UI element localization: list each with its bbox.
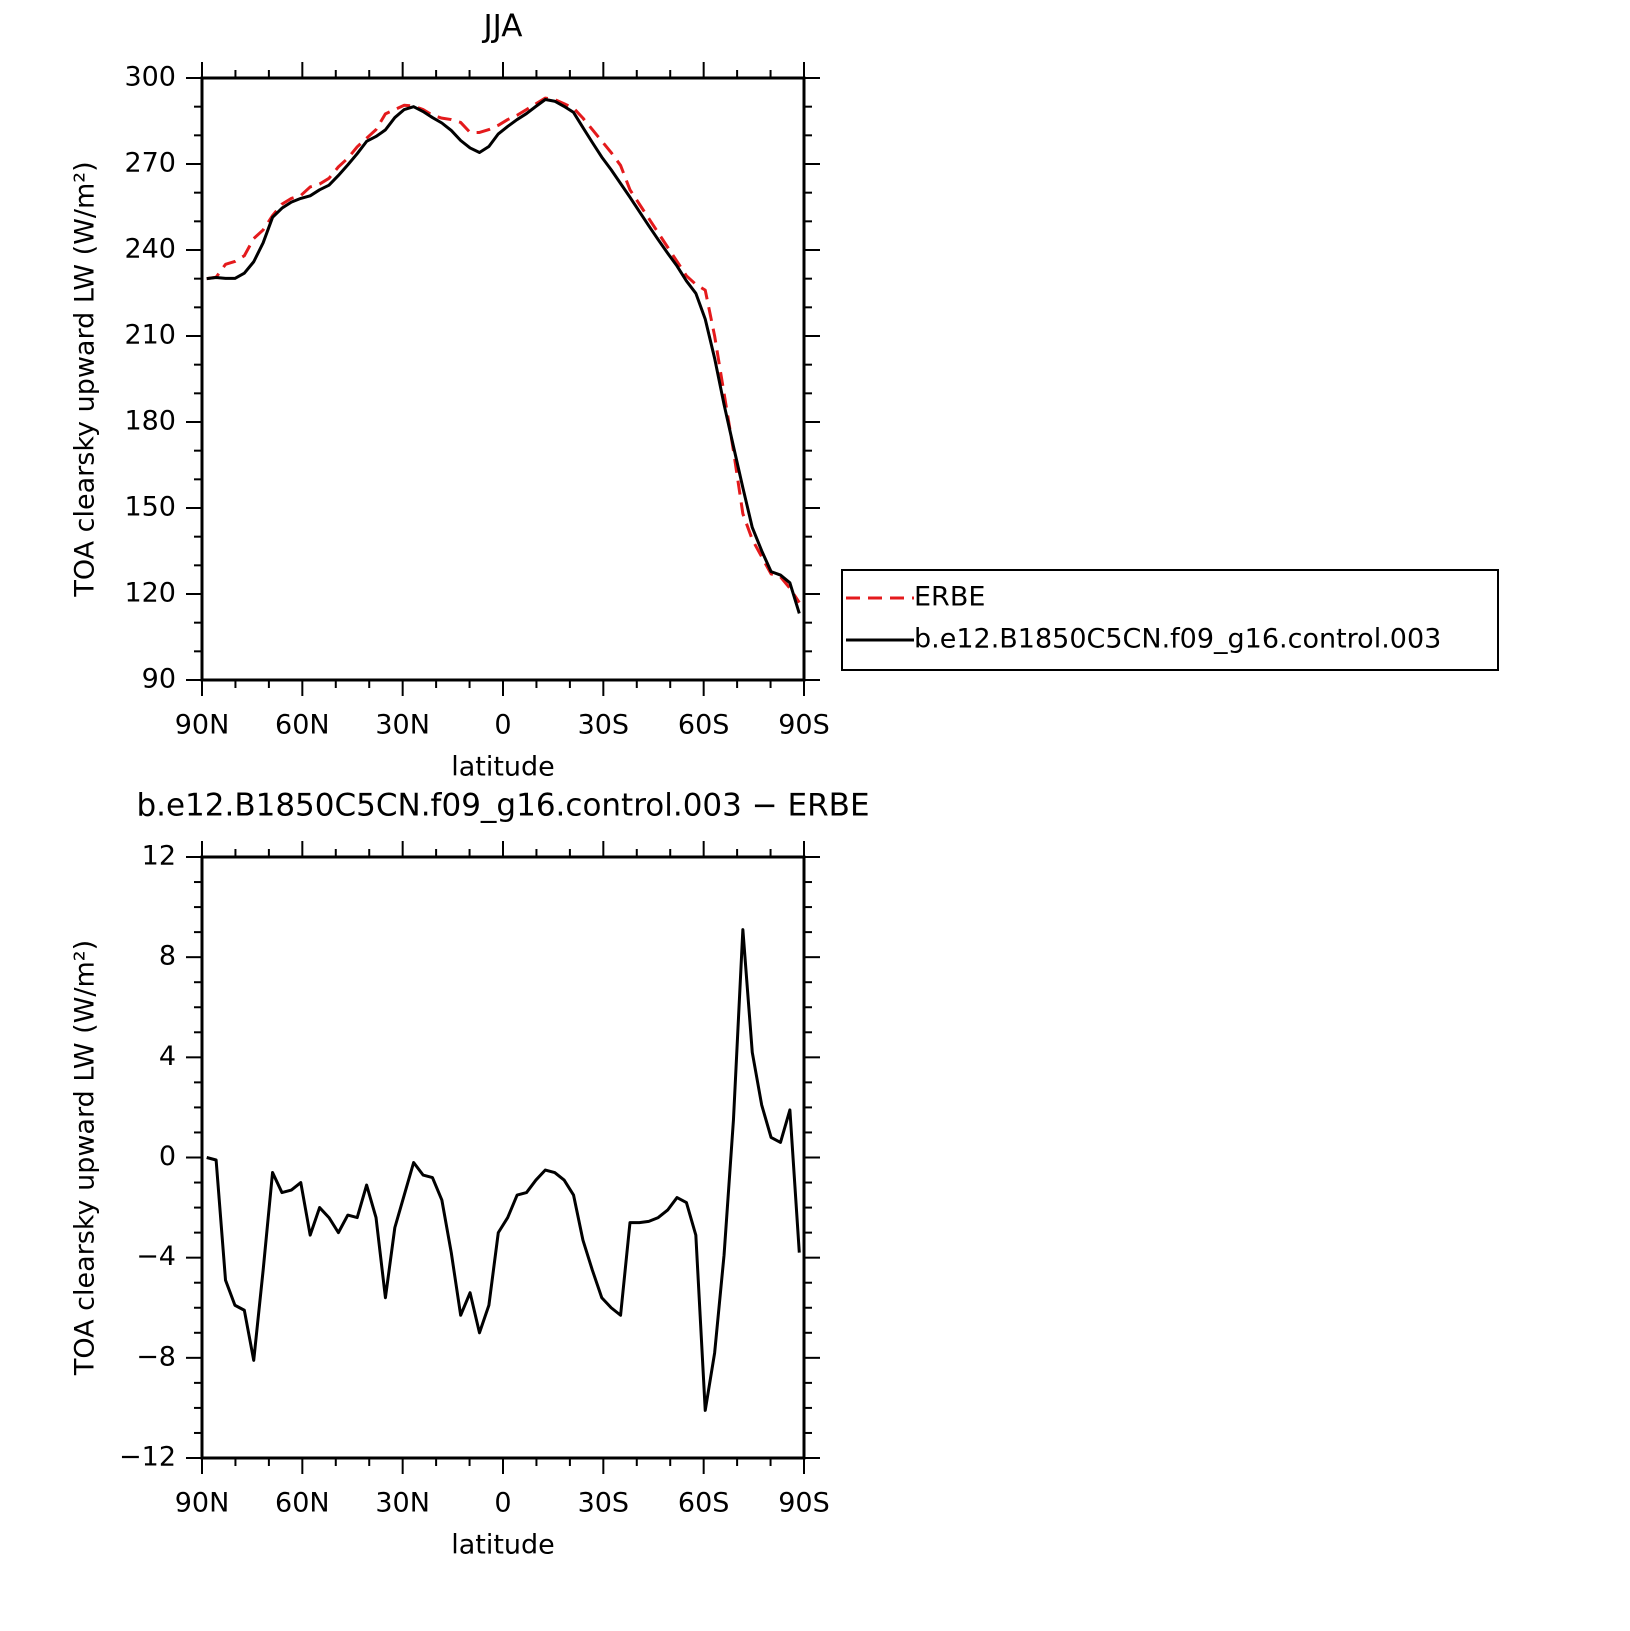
y-axis-label: TOA clearsky upward LW (W/m²) — [70, 940, 101, 1376]
y-tick-label: −4 — [136, 1241, 176, 1272]
y-tick-label: 240 — [124, 234, 176, 265]
x-axis-label: latitude — [451, 1530, 555, 1561]
x-axis-label: latitude — [451, 752, 555, 783]
chart-title: b.e12.B1850C5CN.f09_g16.control.003 − ER… — [136, 788, 869, 824]
x-tick-label: 60S — [678, 1488, 730, 1519]
plot-frame — [200, 855, 806, 1460]
x-tick-label: 30S — [578, 710, 630, 741]
y-tick-label: 150 — [124, 492, 176, 523]
y-tick-label: 8 — [159, 941, 176, 972]
x-tick-label: 90N — [175, 1488, 230, 1519]
legend-label: b.e12.B1850C5CN.f09_g16.control.003 — [914, 624, 1441, 655]
y-tick-label: 270 — [124, 148, 176, 179]
chart-title: JJA — [482, 9, 523, 45]
x-tick-label: 0 — [494, 710, 511, 741]
data-line — [206, 96, 801, 604]
x-tick-label: 30N — [375, 1488, 430, 1519]
x-tick-label: 60N — [275, 1488, 330, 1519]
x-tick-label: 0 — [494, 1488, 511, 1519]
legend-box — [841, 569, 1499, 671]
y-tick-label: −12 — [119, 1442, 176, 1473]
data-line — [206, 98, 801, 614]
y-tick-label: 300 — [124, 62, 176, 93]
y-tick-label: 4 — [159, 1041, 176, 1072]
y-tick-label: 120 — [124, 578, 176, 609]
y-tick-label: 180 — [124, 406, 176, 437]
legend-label: ERBE — [914, 582, 985, 613]
x-tick-label: 90N — [175, 710, 230, 741]
y-tick-label: 12 — [142, 841, 176, 872]
x-tick-label: 60S — [678, 710, 730, 741]
x-tick-label: 30N — [375, 710, 430, 741]
x-tick-label: 60N — [275, 710, 330, 741]
x-tick-label: 30S — [578, 1488, 630, 1519]
data-line — [206, 928, 801, 1412]
y-tick-label: 90 — [142, 664, 176, 695]
y-tick-label: −8 — [136, 1341, 176, 1372]
x-tick-label: 90S — [778, 710, 830, 741]
x-tick-label: 90S — [778, 1488, 830, 1519]
plot-frame — [200, 76, 806, 682]
y-tick-label: 210 — [124, 320, 176, 351]
y-tick-label: 0 — [159, 1141, 176, 1172]
y-axis-label: TOA clearsky upward LW (W/m²) — [70, 161, 101, 597]
